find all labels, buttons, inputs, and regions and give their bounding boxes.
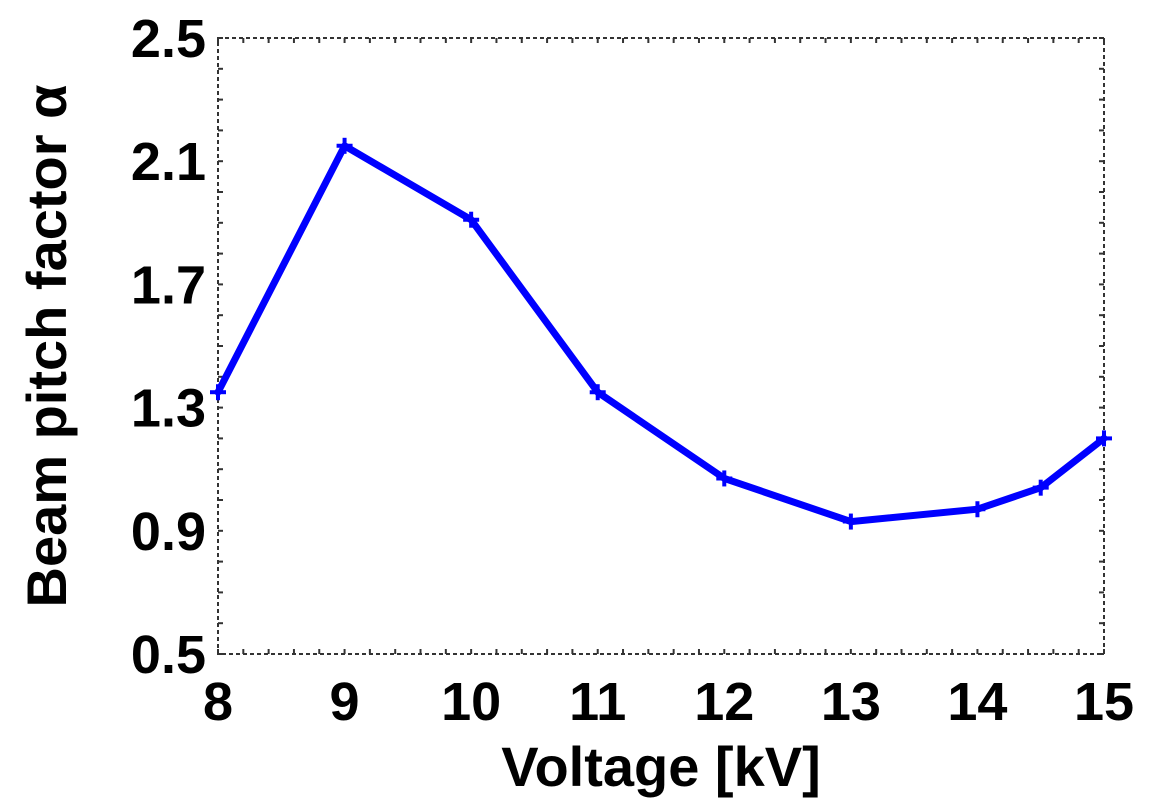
y-tick-label: 2.5 (131, 9, 206, 69)
x-axis-label: Voltage [kV] (501, 735, 820, 798)
x-minor-ticks (217, 38, 1105, 654)
y-tick-label: 1.7 (131, 255, 206, 315)
plot-frame (217, 37, 1105, 655)
x-tick-label: 10 (441, 672, 501, 732)
data-point-marker (210, 384, 226, 401)
data-point-marker (969, 501, 986, 518)
x-tick-label: 8 (203, 672, 233, 732)
x-tick-label: 9 (330, 672, 360, 732)
x-tick-label: 12 (694, 672, 754, 732)
y-tick-label: 2.1 (131, 132, 206, 192)
y-tick-label: 0.5 (131, 625, 206, 685)
y-tick-label: 0.9 (131, 502, 206, 562)
y-tick-label: 1.3 (131, 379, 206, 439)
y-minor-ticks (218, 37, 1104, 655)
data-point-marker (716, 470, 733, 487)
data-point-marker (463, 211, 480, 228)
x-tick-label: 11 (569, 672, 626, 732)
y-tick-labels: 0.5 0.9 1.3 1.7 2.1 2.5 (131, 9, 206, 685)
y-axis-label: Beam pitch factor α (15, 85, 78, 608)
x-tick-labels: 8 9 10 11 12 13 14 15 (203, 672, 1134, 732)
series-line (214, 142, 1108, 526)
data-point-marker (842, 513, 859, 530)
data-point-marker (1096, 430, 1112, 447)
x-tick-label: 13 (821, 672, 881, 732)
data-point-marker (1032, 479, 1049, 496)
x-tick-label: 14 (947, 672, 1007, 732)
x-tick-label: 15 (1074, 672, 1134, 732)
data-point-marker (589, 384, 606, 401)
series-layer (210, 137, 1112, 530)
data-point-marker (336, 137, 353, 154)
